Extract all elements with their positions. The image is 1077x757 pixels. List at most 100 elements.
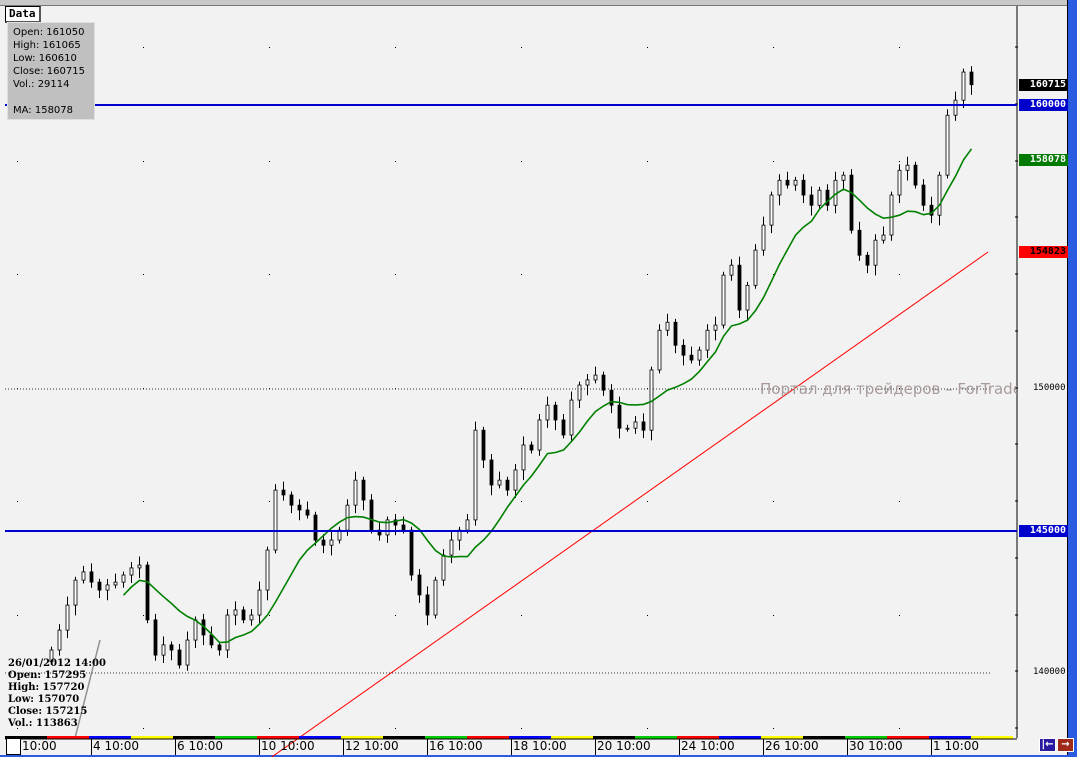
candle-body bbox=[145, 564, 150, 621]
candle-body bbox=[385, 519, 390, 536]
grid-dot bbox=[17, 728, 18, 729]
candle-body bbox=[209, 634, 214, 646]
candle-body bbox=[361, 479, 366, 501]
candle-body bbox=[305, 509, 310, 516]
scroll-to-start-button[interactable]: |← bbox=[1039, 738, 1056, 752]
candle-body bbox=[593, 374, 598, 381]
candle-body bbox=[73, 579, 78, 606]
candle-body bbox=[913, 164, 918, 186]
grid-dot bbox=[647, 615, 648, 616]
candle-body bbox=[585, 379, 590, 386]
candle-body bbox=[113, 581, 118, 586]
candle-body bbox=[289, 494, 294, 506]
candle-body bbox=[713, 324, 718, 331]
candle-body bbox=[57, 629, 62, 651]
candle-body bbox=[353, 479, 358, 506]
candle-body bbox=[105, 584, 110, 591]
grid-dot bbox=[143, 161, 144, 162]
candle-body bbox=[753, 249, 758, 286]
candle-body bbox=[865, 254, 870, 266]
grid-dot bbox=[269, 501, 270, 502]
candle-body bbox=[489, 459, 494, 486]
candle-body bbox=[257, 589, 262, 616]
candle-body bbox=[769, 194, 774, 226]
grid-dot bbox=[17, 274, 18, 275]
candle-body bbox=[241, 609, 246, 621]
candle-body bbox=[817, 189, 822, 206]
candle-body bbox=[905, 164, 910, 171]
candle-body bbox=[737, 264, 742, 311]
grid-dot bbox=[395, 728, 396, 729]
candle-body bbox=[369, 499, 374, 531]
session-strip bbox=[677, 736, 719, 739]
grid-dot bbox=[269, 615, 270, 616]
session-strip bbox=[173, 736, 215, 739]
scroll-right-button[interactable]: → bbox=[1057, 738, 1074, 752]
grid-dot bbox=[899, 161, 900, 162]
candle-body bbox=[193, 619, 198, 641]
price-tag: 160715 bbox=[1019, 78, 1068, 91]
grid-dot bbox=[647, 161, 648, 162]
candle-body bbox=[225, 614, 230, 651]
candle-body bbox=[97, 581, 102, 591]
info-high: High: 161065 bbox=[13, 40, 81, 51]
bar-low: Low: 157070 bbox=[8, 694, 80, 705]
scroll-right-icon: → bbox=[1061, 739, 1070, 750]
candle-body bbox=[513, 469, 518, 491]
candle-body bbox=[161, 644, 166, 656]
bar-high: High: 157720 bbox=[8, 682, 85, 693]
info-close: Close: 160715 bbox=[13, 66, 85, 77]
session-strip bbox=[635, 736, 677, 739]
candle-body bbox=[937, 174, 942, 216]
grid-dot bbox=[521, 728, 522, 729]
candle-body bbox=[689, 354, 694, 361]
grid-dot bbox=[143, 501, 144, 502]
grid-dot bbox=[521, 47, 522, 48]
candle-body bbox=[481, 429, 486, 461]
candle-body bbox=[425, 594, 430, 616]
time-axis-label: 30 10:00 bbox=[847, 739, 903, 755]
candle-body bbox=[521, 444, 526, 471]
candle-body bbox=[185, 639, 190, 666]
grid-dot bbox=[773, 161, 774, 162]
window-top-edge bbox=[0, 0, 1067, 6]
info-vol: Vol.: 29114 bbox=[13, 79, 70, 90]
grid-dot bbox=[773, 728, 774, 729]
grid-dot bbox=[521, 161, 522, 162]
grid-dot bbox=[269, 274, 270, 275]
candle-body bbox=[505, 479, 510, 491]
data-window: Open: 161050 High: 161065 Low: 160610 Cl… bbox=[7, 22, 95, 120]
candle-body bbox=[809, 194, 814, 206]
time-axis-label: 26 10:00 bbox=[763, 739, 819, 755]
grid-dot bbox=[647, 728, 648, 729]
data-tab[interactable]: Data bbox=[5, 6, 41, 23]
candle-body bbox=[929, 204, 934, 216]
grid-dot bbox=[899, 501, 900, 502]
session-strip bbox=[971, 736, 1013, 739]
candle-body bbox=[657, 329, 662, 371]
grid-dot bbox=[395, 274, 396, 275]
candle-body bbox=[249, 614, 254, 621]
bar-info: 26/01/2012 14:00 Open: 157295 High: 1577… bbox=[8, 658, 106, 730]
grid-dot bbox=[773, 501, 774, 502]
time-axis-label: 1 10:00 bbox=[931, 739, 980, 755]
candle-body bbox=[473, 429, 478, 521]
candle-body bbox=[825, 189, 830, 206]
candle-body bbox=[121, 574, 126, 583]
candle-body bbox=[873, 239, 878, 266]
session-strip bbox=[509, 736, 551, 739]
candle-body bbox=[393, 519, 398, 526]
time-axis-label: 6 10:00 bbox=[175, 739, 224, 755]
candle-body bbox=[233, 609, 238, 616]
grid-dot bbox=[143, 615, 144, 616]
candle-body bbox=[129, 567, 134, 576]
candle-body bbox=[281, 489, 286, 496]
grid-dot bbox=[773, 615, 774, 616]
bar-open: Open: 157295 bbox=[8, 670, 87, 681]
candle-body bbox=[841, 174, 846, 181]
session-strip bbox=[887, 736, 929, 739]
candle-body bbox=[65, 604, 70, 631]
time-axis-label: 10 10:00 bbox=[259, 739, 315, 755]
